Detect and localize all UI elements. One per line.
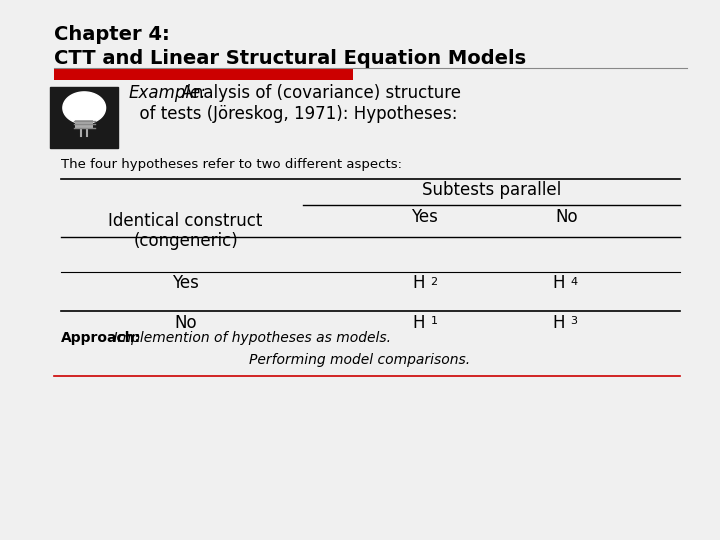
Text: Chapter 4:: Chapter 4: <box>54 25 170 44</box>
Text: 2: 2 <box>431 277 438 287</box>
Text: Subtests parallel: Subtests parallel <box>422 181 562 199</box>
Text: H: H <box>552 274 564 292</box>
FancyBboxPatch shape <box>76 119 93 127</box>
Text: H: H <box>413 314 426 332</box>
FancyBboxPatch shape <box>54 69 353 80</box>
Text: 3: 3 <box>570 316 577 326</box>
Text: H: H <box>413 274 426 292</box>
Text: 4: 4 <box>570 277 577 287</box>
Text: The four hypotheses refer to two different aspects:: The four hypotheses refer to two differe… <box>61 158 402 171</box>
Text: CTT and Linear Structural Equation Models: CTT and Linear Structural Equation Model… <box>54 49 526 69</box>
Polygon shape <box>63 92 106 124</box>
Text: Approach:: Approach: <box>61 331 141 345</box>
Text: Example:: Example: <box>129 84 207 102</box>
Text: Performing model comparisons.: Performing model comparisons. <box>249 354 471 368</box>
Text: No: No <box>174 314 197 332</box>
Text: Analysis of (covariance) structure
  of tests (Jöreskog, 1971): Hypotheses:: Analysis of (covariance) structure of te… <box>129 84 461 123</box>
Text: Yes: Yes <box>172 274 199 292</box>
Text: Yes: Yes <box>410 208 438 226</box>
Text: Implemention of hypotheses as models.: Implemention of hypotheses as models. <box>61 331 391 345</box>
Text: Identical construct
(congeneric): Identical construct (congeneric) <box>109 212 263 251</box>
Text: H: H <box>552 314 564 332</box>
FancyBboxPatch shape <box>50 86 118 148</box>
Text: No: No <box>555 208 577 226</box>
Text: 1: 1 <box>431 316 438 326</box>
